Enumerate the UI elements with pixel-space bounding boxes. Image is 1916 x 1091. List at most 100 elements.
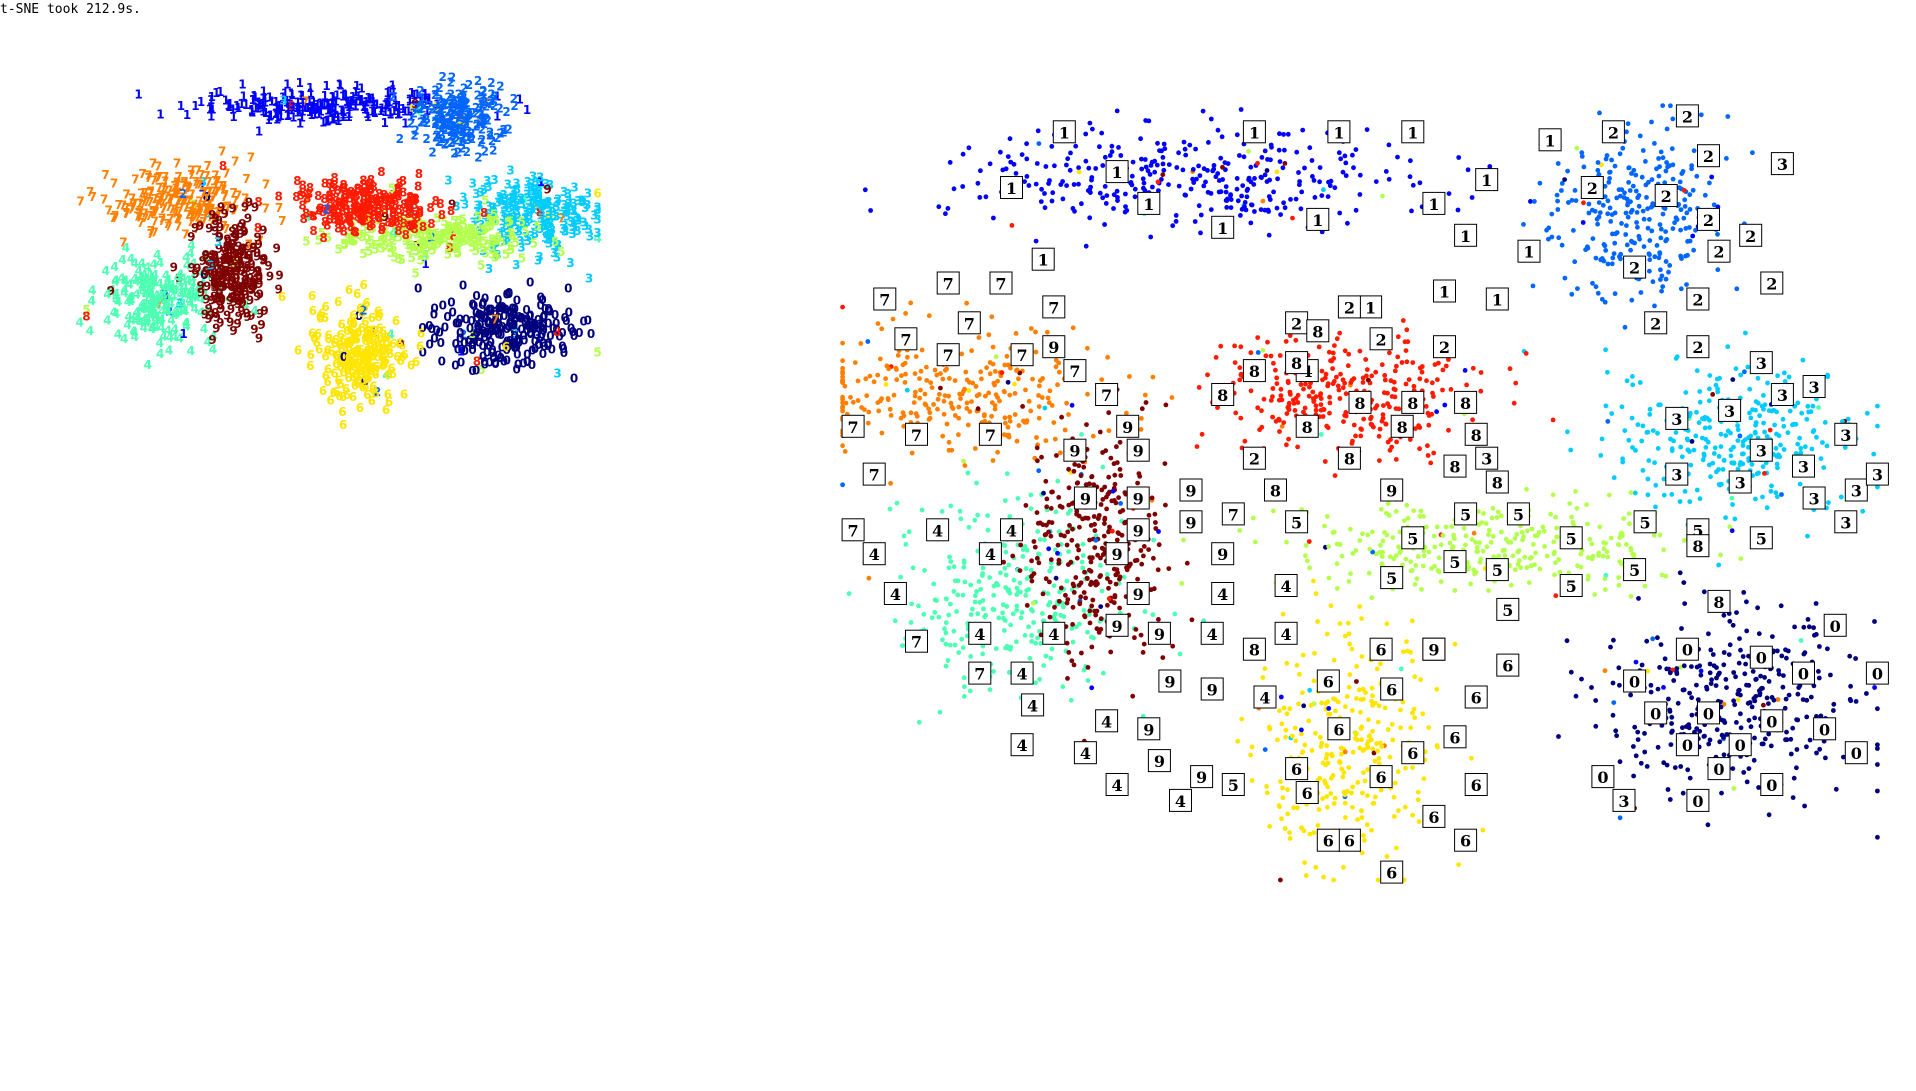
digit-label-point: 1 [333,88,341,102]
data-point [1735,423,1740,428]
digit-label-point: 8 [338,197,346,211]
digit-label-point: 4 [189,272,197,286]
digit-label-point: 3 [561,224,569,238]
data-point [937,391,942,397]
data-point [1652,303,1657,309]
digit-label-point: 8 [365,197,373,211]
digit-label-point: 0 [559,342,567,356]
data-point [1675,700,1681,706]
digit-label-point: 3 [534,194,542,208]
digit-label-point: 6 [364,351,372,365]
data-point [1283,734,1288,740]
digit-label-point: 6 [339,357,347,371]
data-point [1581,200,1586,206]
digit-label-point: 7 [145,209,153,223]
data-point [1668,103,1673,109]
data-point [1003,572,1009,578]
digit-label-point: 9 [226,258,234,272]
data-point [1730,766,1736,771]
data-point [1626,165,1632,171]
digit-label-point: 8 [396,211,404,225]
data-point [1277,159,1283,164]
data-point [1682,601,1688,606]
digit-label-point: 7 [200,187,208,201]
data-point [989,314,995,320]
digit-label-point: 8 [352,199,360,213]
data-point [1663,276,1669,282]
digit-label-point: 6 [278,290,286,304]
digit-label-point: 0 [544,304,552,318]
data-point [1043,164,1049,169]
data-point [1329,751,1334,757]
digit-label-point: 6 [358,358,366,372]
digit-label-point: 5 [419,245,427,259]
data-point [1333,708,1338,714]
digit-label-point: 3 [444,174,452,188]
digit-label-point: 9 [230,295,238,309]
data-point [1206,140,1211,145]
digit-label-point: 4 [171,323,179,337]
digit-label-point: 0 [508,337,516,351]
digit-label-point: 7 [218,144,226,158]
digit-label-point: 3 [498,222,506,236]
digit-label-point: 1 [457,344,465,358]
data-point [1033,329,1038,335]
digit-label-point: 2 [433,129,441,143]
data-point [1284,711,1290,717]
data-point [1660,211,1666,217]
data-point [1730,377,1736,382]
data-point [1657,665,1662,670]
digit-label-point: 7 [262,201,270,215]
data-point [879,430,885,436]
data-point [1172,611,1178,617]
digit-label-point: 0 [430,332,438,346]
digit-label-point: 5 [444,248,452,262]
data-point [1030,376,1035,382]
digit-label-point: 0 [491,323,499,337]
data-point [1614,195,1620,201]
digit-label-point: 1 [390,104,398,118]
data-point [1801,624,1807,630]
data-point [1397,529,1403,535]
data-point [1237,153,1242,158]
data-point [956,404,962,410]
digit-label-point: 7 [481,95,489,109]
digit-label-point: 7 [159,202,167,216]
digit-label-point: 9 [201,308,209,322]
digit-label-point: 4 [174,270,182,284]
digit-label-point: 5 [492,234,500,248]
data-point [1317,179,1322,185]
digit-label-point: 3 [214,235,222,249]
data-point [1090,433,1096,439]
digit-label-point: 5 [427,239,435,253]
data-point [1853,699,1859,704]
data-point [1774,494,1780,500]
data-point [1685,767,1691,773]
digit-label-point: 5 [488,215,496,229]
data-point [1300,652,1306,658]
data-point [1183,152,1189,158]
digit-label-point: 4 [176,281,184,295]
data-point [1070,639,1076,645]
digit-label-point: 4 [183,286,191,300]
digit-label-point: 1 [362,96,370,110]
data-point [1593,698,1599,703]
data-point [1152,169,1158,175]
data-point [1080,553,1086,558]
data-point [1612,240,1618,246]
digit-label-point: 5 [388,182,396,196]
digit-label-point: 7 [154,194,162,208]
digit-label-point: 1 [357,93,365,107]
digit-label-point: 2 [463,96,471,110]
digit-label-point: 9 [232,258,240,272]
data-point [1354,696,1359,701]
digit-label-point: 5 [387,246,395,260]
digit-label-point: 6 [371,367,379,381]
digit-label-point: 9 [230,230,238,244]
data-point [974,589,979,594]
digit-label-point: 1 [212,86,220,100]
digit-label-point: 6 [359,353,367,367]
data-point [1370,800,1376,806]
digit-label-point: 4 [110,306,118,320]
digit-label-point: 2 [461,98,469,112]
